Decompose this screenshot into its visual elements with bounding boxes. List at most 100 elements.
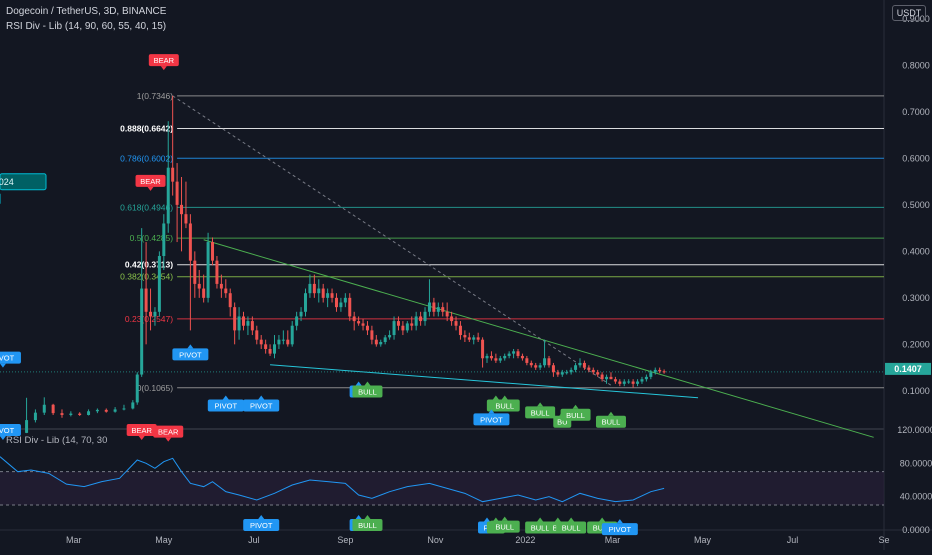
signal-pivot: PIVOT bbox=[473, 409, 510, 426]
candle-body bbox=[326, 293, 330, 298]
candle bbox=[219, 274, 223, 298]
candle bbox=[166, 121, 170, 233]
candle-body bbox=[272, 344, 276, 354]
candle-body bbox=[184, 214, 188, 224]
candle-body bbox=[166, 167, 170, 224]
candle bbox=[600, 372, 604, 382]
candle bbox=[228, 288, 232, 317]
candle-body bbox=[162, 223, 166, 257]
candle bbox=[516, 348, 520, 359]
candle-body bbox=[171, 167, 175, 182]
candle bbox=[463, 330, 467, 343]
fib-label: 0.42(0.3713) bbox=[125, 260, 173, 270]
trendline-support bbox=[270, 364, 699, 399]
candle-body bbox=[144, 288, 148, 312]
candle-body bbox=[587, 367, 591, 370]
candle-body bbox=[543, 358, 547, 366]
signal-bull: BULL bbox=[560, 404, 591, 421]
candle-body bbox=[662, 371, 666, 373]
rsi-tick-label: 120.0000 bbox=[897, 425, 932, 435]
candle bbox=[352, 311, 356, 331]
candle-body bbox=[233, 307, 237, 331]
signal-pointer bbox=[355, 515, 362, 519]
candle-body bbox=[476, 337, 480, 340]
candle-body bbox=[51, 404, 55, 414]
candle-body bbox=[197, 283, 201, 289]
currency-badge[interactable]: USDT bbox=[892, 5, 926, 21]
candle bbox=[242, 311, 246, 331]
candle bbox=[605, 374, 609, 384]
candle bbox=[303, 288, 307, 317]
fib-label: 0.23(0.2547) bbox=[125, 314, 173, 324]
candle-body bbox=[609, 376, 613, 380]
candle bbox=[25, 397, 29, 434]
candle bbox=[69, 411, 73, 417]
candle bbox=[507, 351, 511, 359]
candle-body bbox=[591, 369, 595, 373]
candle-body bbox=[246, 321, 250, 326]
candle-body bbox=[343, 297, 347, 303]
signal-labels: BEARBEARPIVOTPIVOTPIVOTPIVOTPIBULLBUBULL… bbox=[0, 54, 638, 536]
candle bbox=[578, 358, 582, 368]
candle bbox=[365, 321, 369, 336]
signal-text: BEAR bbox=[154, 56, 175, 65]
candle-body bbox=[188, 223, 192, 261]
candle bbox=[334, 293, 338, 312]
candle-body bbox=[228, 293, 232, 308]
signal-text: PIVOT bbox=[250, 521, 273, 530]
signal-pointer bbox=[355, 381, 362, 386]
candle-body bbox=[516, 351, 520, 356]
candle-body bbox=[383, 337, 387, 343]
candle bbox=[644, 374, 648, 382]
candle bbox=[569, 367, 573, 375]
candle-body bbox=[644, 376, 648, 380]
time-tick-label: Jul bbox=[248, 535, 260, 545]
candle bbox=[113, 407, 117, 413]
signal-pointer bbox=[258, 395, 265, 400]
candle-body bbox=[392, 321, 396, 336]
candle-body bbox=[458, 325, 462, 336]
fib-label: 1(0.7346) bbox=[137, 91, 174, 101]
candle bbox=[317, 279, 321, 303]
candle-body bbox=[472, 337, 476, 340]
signal-pivot: PIVOT bbox=[601, 519, 638, 536]
candle bbox=[591, 367, 595, 375]
candle-body bbox=[489, 355, 493, 359]
candle-body bbox=[69, 413, 73, 415]
candle-body bbox=[410, 323, 414, 326]
candle-body bbox=[640, 379, 644, 382]
candle-body bbox=[317, 288, 321, 294]
signal-bull: BULL bbox=[352, 515, 383, 531]
candle bbox=[534, 362, 538, 370]
signal-pointer bbox=[537, 517, 544, 522]
candle bbox=[233, 302, 237, 345]
signal-box bbox=[556, 521, 587, 534]
candle-body bbox=[104, 409, 108, 412]
signal-box bbox=[243, 519, 280, 531]
signal-text: PIVOT bbox=[215, 401, 238, 410]
candle-body bbox=[87, 411, 91, 415]
candle-body bbox=[303, 293, 307, 312]
candle bbox=[622, 379, 626, 387]
candle bbox=[627, 379, 631, 384]
signal-box bbox=[525, 521, 556, 534]
candle-body bbox=[450, 316, 454, 322]
candle bbox=[153, 307, 157, 326]
candle bbox=[104, 408, 108, 413]
signal-text: BULL bbox=[495, 401, 514, 410]
candle-body bbox=[348, 297, 352, 317]
signal-text: BEAR bbox=[140, 177, 161, 186]
candle-body bbox=[334, 297, 338, 308]
candle-body bbox=[494, 358, 498, 361]
candle-body bbox=[525, 358, 529, 363]
candle-body bbox=[600, 374, 604, 380]
chart-title: Dogecoin / TetherUS, 3D, BINANCE bbox=[6, 6, 167, 17]
candle bbox=[396, 316, 400, 331]
candle-body bbox=[42, 404, 46, 413]
candle bbox=[556, 369, 560, 377]
time-tick-label: May bbox=[694, 535, 712, 545]
